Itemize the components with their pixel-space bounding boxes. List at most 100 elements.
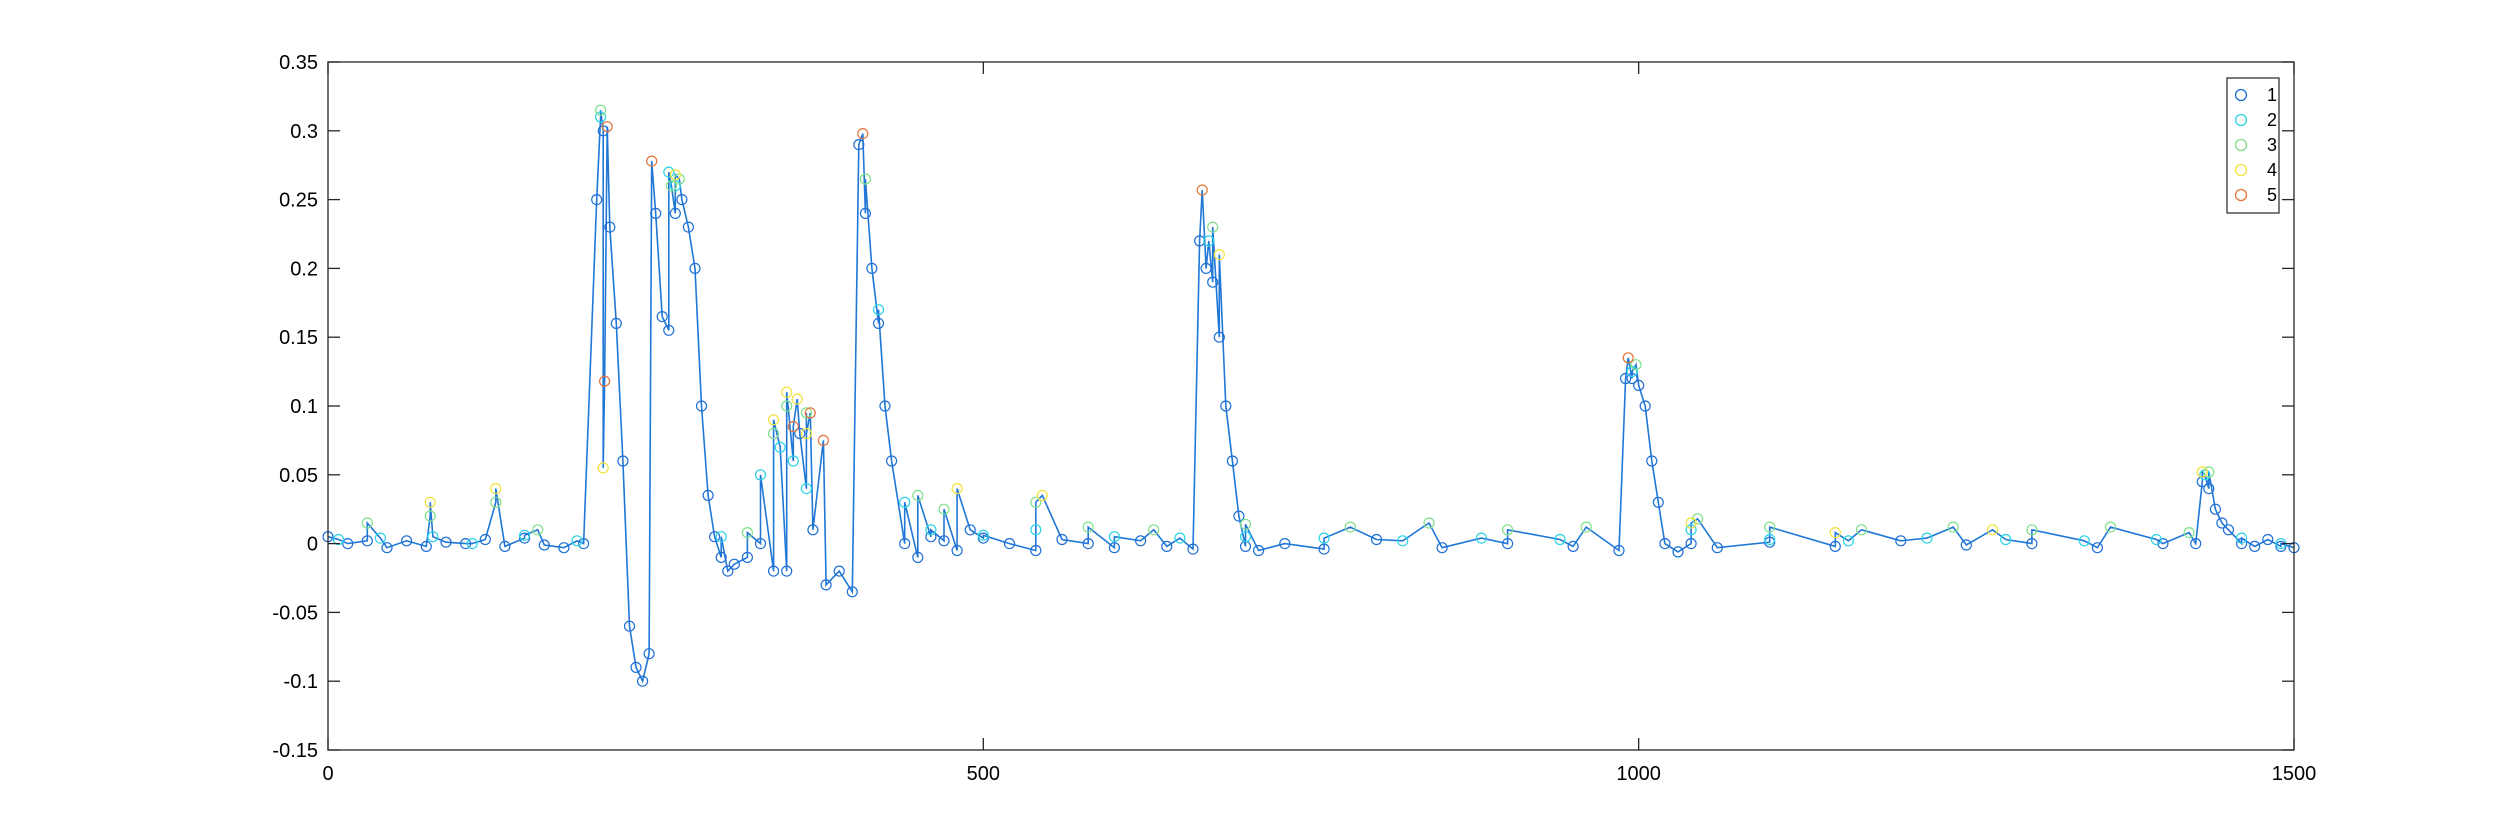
point-series-2 <box>872 304 885 316</box>
point-series-2 <box>977 529 989 541</box>
point-series-2 <box>2236 532 2248 544</box>
point-series-3 <box>781 400 793 412</box>
point-series-3 <box>800 407 813 419</box>
point-series-2 <box>669 180 681 192</box>
point-series-1 <box>1220 400 1232 412</box>
point-series-4 <box>1986 524 1999 536</box>
point-series-2 <box>800 483 813 495</box>
point-series-2 <box>715 531 727 543</box>
point-series-1 <box>577 537 590 550</box>
point-series-3 <box>1855 524 1868 536</box>
point-series-1 <box>1193 235 1206 247</box>
point-series-1 <box>499 540 511 553</box>
tick-layer: 0 500 1000 1500 -0.15 -0.1 -0.05 0 0.05 0.1 0.15 0.… <box>272 52 2316 785</box>
point-series-5 <box>598 375 611 387</box>
point-series-2 <box>374 532 386 544</box>
point-series-1 <box>597 125 609 137</box>
point-series-1 <box>846 586 858 598</box>
series-1 <box>322 125 2300 687</box>
point-series-1 <box>630 661 642 674</box>
point-series-3 <box>859 173 872 185</box>
y-tick-label: -0.05 <box>272 602 318 624</box>
point-series-1 <box>460 537 472 550</box>
point-series-1 <box>833 565 845 577</box>
point-series-2 <box>1174 532 1186 544</box>
legend-marker-1 <box>2234 88 2248 102</box>
point-series-3 <box>1630 359 1642 371</box>
point-series-1 <box>2209 503 2221 515</box>
point-series-3 <box>532 524 544 536</box>
point-series-2 <box>754 469 767 481</box>
legend-marker-5 <box>2234 188 2248 202</box>
point-series-1 <box>2236 537 2248 550</box>
point-series-5 <box>787 421 799 433</box>
point-series-1 <box>1187 543 1199 555</box>
point-series-3 <box>1030 496 1042 508</box>
point-series-1 <box>1436 542 1448 554</box>
point-series-1 <box>1056 533 1068 546</box>
point-series-1 <box>1652 496 1664 508</box>
point-series-2 <box>774 441 786 453</box>
point-series-2 <box>1842 535 1855 547</box>
point-series-1 <box>794 427 806 440</box>
point-series-1 <box>636 675 649 687</box>
y-tick-label: -0.15 <box>272 740 318 762</box>
y-tick-label: 0.05 <box>279 465 318 487</box>
point-series-1 <box>781 565 793 577</box>
point-series-4 <box>424 496 436 508</box>
point-series-2 <box>1764 533 1776 546</box>
point-series-4 <box>767 414 780 426</box>
point-series-1 <box>853 139 865 151</box>
point-series-3 <box>1148 524 1160 536</box>
point-series-1 <box>381 542 393 554</box>
point-series-1 <box>1226 455 1239 467</box>
point-series-1 <box>479 533 491 546</box>
point-series-1 <box>885 455 898 467</box>
series-4 <box>424 169 2208 539</box>
point-series-1 <box>1030 544 1042 557</box>
trace-layer <box>327 110 2295 684</box>
point-series-1 <box>669 207 681 219</box>
point-series-2 <box>925 524 937 536</box>
y-tick-label: 0 <box>307 534 318 556</box>
point-series-1 <box>2262 533 2274 546</box>
point-series-4 <box>1685 517 1697 529</box>
point-series-1 <box>1711 542 1723 554</box>
point-series-2 <box>1318 532 1330 544</box>
point-series-1 <box>558 542 570 554</box>
point-series-4 <box>490 483 502 495</box>
point-series-3 <box>594 104 607 116</box>
point-series-2 <box>427 531 439 543</box>
point-series-1 <box>623 620 636 632</box>
point-series-1 <box>610 317 622 329</box>
point-series-2 <box>1685 524 1697 536</box>
point-series-3 <box>424 510 436 522</box>
point-series-1 <box>1252 544 1265 557</box>
point-series-1 <box>440 536 452 548</box>
point-series-2 <box>663 166 675 178</box>
point-series-3 <box>1501 524 1514 536</box>
point-series-1 <box>1003 537 1016 550</box>
point-series-1 <box>1567 540 1579 553</box>
point-series-1 <box>1318 543 1330 555</box>
point-series-1 <box>728 558 740 570</box>
point-series-2 <box>518 529 531 541</box>
point-series-2 <box>1203 235 1215 247</box>
legend-label-2: 2 <box>2267 110 2277 130</box>
point-series-1 <box>420 540 432 553</box>
point-series-3 <box>2203 466 2215 478</box>
point-series-1 <box>1764 536 1776 548</box>
point-series-2 <box>1554 533 1566 546</box>
point-series-1 <box>741 551 754 564</box>
point-series-4 <box>781 386 793 398</box>
legend: 1 2 3 4 5 <box>2226 77 2280 214</box>
point-series-1 <box>1370 533 1383 546</box>
y-tick-label: 0.15 <box>279 327 318 349</box>
point-series-1 <box>754 537 767 550</box>
point-series-2 <box>1108 531 1121 543</box>
point-series-1 <box>951 544 963 557</box>
legend-label-4: 4 <box>2267 160 2277 180</box>
point-series-4 <box>1829 526 1841 539</box>
point-series-1 <box>518 532 531 544</box>
